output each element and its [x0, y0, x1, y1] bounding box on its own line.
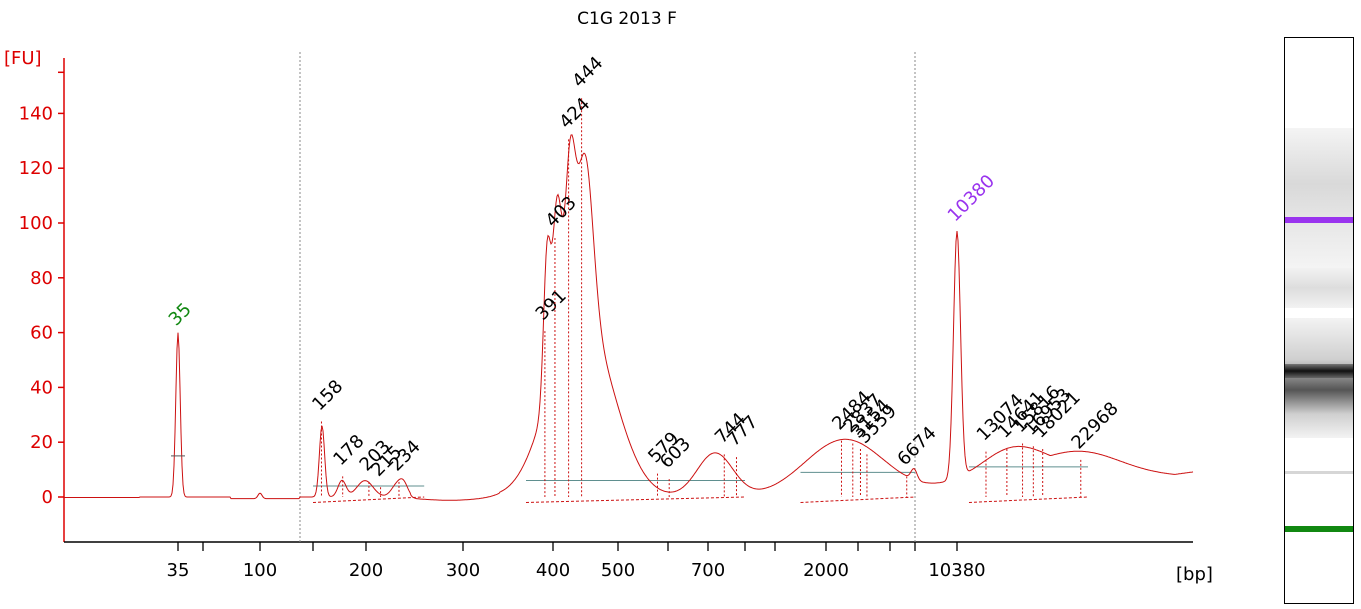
peak-label: 424 [555, 94, 594, 133]
y-tick-label: 80 [30, 268, 53, 289]
y-axis-label: [FU] [4, 48, 42, 69]
x-tick-label: 700 [691, 560, 725, 581]
gel-smear-mid [1285, 268, 1353, 308]
peak-labels: 3515817820321523439140342444457960374477… [165, 53, 1123, 497]
x-axis-label: [bp] [1176, 564, 1213, 585]
x-tick-label: 35 [167, 560, 190, 581]
y-tick-label: 20 [30, 432, 53, 453]
gel-smear-lower [1285, 318, 1353, 438]
peak-label: 35 [165, 299, 196, 330]
y-tick-label: 140 [19, 103, 53, 124]
smear-bottom [525, 496, 746, 503]
peak-label: 10380 [944, 171, 999, 226]
y-tick-label: 40 [30, 377, 53, 398]
y-tick-label: 120 [19, 158, 53, 179]
peak-label: 444 [568, 53, 607, 92]
x-tick-label: 400 [536, 560, 570, 581]
gel-lower-marker-band [1285, 526, 1353, 532]
peak-label: 391 [532, 286, 571, 325]
gel-image [1284, 37, 1354, 604]
peak-label: 158 [308, 376, 347, 415]
smear-regions [312, 466, 1089, 503]
x-tick-label: 2000 [803, 560, 849, 581]
smear-bottom [800, 496, 916, 503]
axes: 0 20 40 60 80 100 120 140 35 100 200 300 400 500 700 20… [19, 58, 1193, 581]
series-line-fluorescence [64, 134, 1194, 501]
gel-upper-marker-band [1285, 217, 1353, 223]
smear-bottom [968, 496, 1089, 503]
gel-smear-upper [1285, 128, 1353, 268]
chart-title: C1G 2013 F [577, 9, 677, 29]
gel-band-faint [1285, 471, 1353, 474]
y-tick-label: 60 [30, 323, 53, 344]
electropherogram-chart: C1G 2013 F [FU] [bp] 0 20 40 60 80 100 120 140 3… [4, 9, 1213, 585]
region-markers [299, 52, 916, 542]
x-tick-label: 100 [243, 560, 277, 581]
x-tick-label: 10380 [928, 560, 985, 581]
y-tick-label: 100 [19, 213, 53, 234]
peak-label: 403 [542, 192, 581, 231]
peak-label: 6674 [893, 423, 940, 470]
x-tick-label: 300 [446, 560, 480, 581]
x-tick-label: 200 [349, 560, 383, 581]
y-tick-label: 0 [42, 487, 53, 508]
x-tick-label: 500 [601, 560, 635, 581]
smear-bottom [312, 496, 425, 503]
gel-band-main [1285, 364, 1353, 378]
